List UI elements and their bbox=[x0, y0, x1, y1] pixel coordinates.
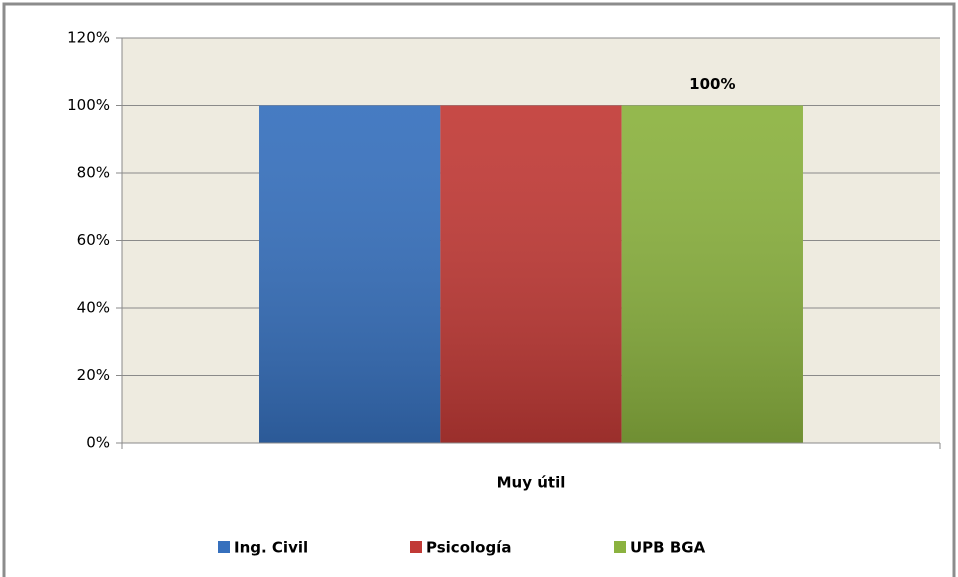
legend-swatch bbox=[410, 541, 422, 553]
legend-label: UPB BGA bbox=[630, 539, 706, 557]
legend-label: Ing. Civil bbox=[234, 539, 308, 557]
bar-shade bbox=[621, 105, 803, 443]
bar-shade bbox=[259, 105, 441, 443]
y-tick-label: 20% bbox=[77, 366, 110, 384]
data-label: 100% bbox=[689, 75, 735, 93]
y-tick-label: 60% bbox=[77, 231, 110, 249]
y-tick-label: 120% bbox=[67, 29, 110, 47]
legend-swatch bbox=[614, 541, 626, 553]
y-tick-label: 100% bbox=[67, 96, 110, 114]
legend-label: Psicología bbox=[426, 539, 511, 557]
x-tick-label: Muy útil bbox=[497, 474, 566, 492]
y-tick-label: 40% bbox=[77, 299, 110, 317]
y-tick-label: 80% bbox=[77, 164, 110, 182]
y-tick-label: 0% bbox=[86, 434, 110, 452]
legend-swatch bbox=[218, 541, 230, 553]
bar-shade bbox=[440, 105, 622, 443]
